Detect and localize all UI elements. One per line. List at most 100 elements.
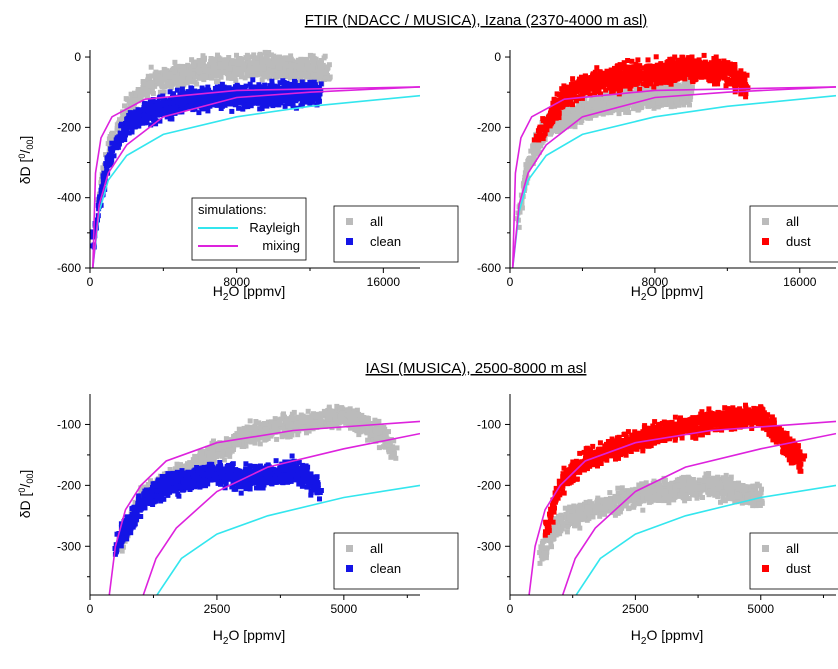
data-point [108,150,114,156]
data-point [594,65,600,71]
data-point [182,71,188,77]
data-point [305,62,311,67]
data-point [263,96,269,101]
data-point [569,92,575,97]
data-point [639,104,645,110]
data-point [272,59,278,65]
legend-label-all: all [786,214,799,229]
data-point [204,101,209,107]
data-point [240,90,246,96]
data-point [254,55,260,61]
data-point [654,68,660,74]
data-point [557,126,563,132]
data-point [610,88,616,94]
data-point [259,60,265,66]
data-point [738,91,744,97]
data-point [270,63,276,69]
y-tick-label: -600 [57,261,81,275]
data-point [579,74,584,80]
data-point [561,83,567,89]
data-point [155,101,161,107]
data-point [160,93,166,99]
data-point [603,96,609,102]
data-point [522,174,528,180]
data-point [212,86,218,91]
data-point [593,79,599,85]
data-point [217,61,223,67]
data-point [608,69,614,75]
data-point [687,97,693,102]
data-point [727,62,733,67]
data-point [190,71,196,77]
data-point [540,116,546,122]
data-point [623,98,628,103]
data-point [652,76,657,82]
data-point [580,99,586,105]
data-point [179,86,185,92]
data-point [295,71,301,77]
data-point [209,99,215,105]
data-point [622,80,628,86]
data-point [543,117,549,123]
data-point [654,83,660,89]
data-point [242,67,248,73]
data-point [356,432,362,438]
data-point [584,105,590,110]
data-point [229,74,235,80]
data-point [638,94,644,100]
data-point [149,105,155,111]
data-point [236,100,242,106]
data-point [181,82,187,88]
data-point [231,69,237,74]
data-point [145,113,151,119]
data-point [218,106,224,111]
data-point [139,117,145,123]
data-point [289,81,295,87]
data-point [171,91,176,97]
data-point [310,72,316,78]
series-dust [531,52,751,143]
data-point [209,75,215,81]
data-point [307,79,313,85]
data-point [557,119,563,125]
data-point [524,167,530,173]
data-point [589,109,595,115]
data-point [677,69,683,75]
data-point [212,97,218,103]
x-tick-label: 8000 [223,275,250,289]
data-point [612,73,618,79]
data-point [713,54,719,60]
data-point [744,72,750,78]
data-point [680,54,686,60]
data-point [194,67,200,72]
data-point [635,64,641,69]
data-point [209,56,215,62]
data-point [582,73,588,79]
data-point [271,83,277,89]
data-point [665,76,671,82]
data-point [608,110,614,116]
data-point [655,65,661,71]
data-point [599,80,605,86]
data-point [114,127,120,133]
data-point [606,101,612,107]
data-point [199,60,205,66]
data-point [304,430,309,436]
data-point [655,100,661,106]
data-point [616,73,622,79]
data-point [634,91,640,97]
data-point [197,89,202,95]
data-point [271,53,277,59]
data-point [181,65,187,71]
data-point [301,91,307,97]
data-point [279,60,285,66]
data-point [651,84,657,90]
data-point [683,94,689,100]
data-point [658,61,664,67]
data-point [266,86,272,92]
data-point [288,68,294,74]
data-point [157,105,163,111]
data-point [188,104,194,110]
